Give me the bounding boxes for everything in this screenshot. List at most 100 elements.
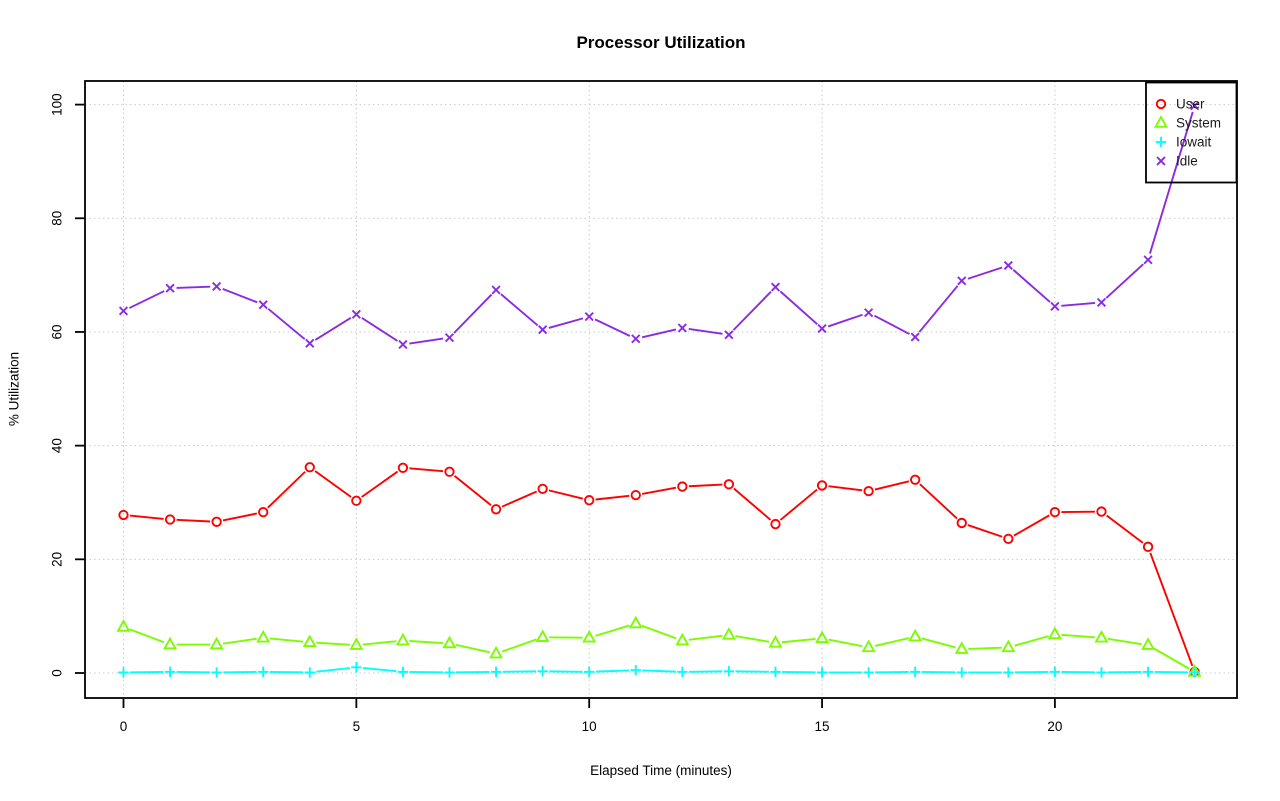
y-tick-label: 20: [50, 552, 65, 567]
marker-triangle: [721, 627, 736, 640]
series-line-system: [269, 637, 304, 643]
marker-circle: [304, 462, 315, 473]
marker-x: [1190, 101, 1200, 111]
marker-triangle: [395, 632, 410, 646]
marker-triangle: [768, 635, 783, 648]
marker-x: [398, 339, 408, 350]
series-line-idle: [918, 285, 959, 333]
marker-x: [1143, 255, 1153, 265]
series-line-user: [874, 480, 910, 491]
legend-label-iowait: Iowait: [1176, 135, 1212, 150]
marker-circle: [258, 506, 269, 518]
marker-x: [1003, 260, 1013, 271]
series-line-user: [688, 483, 723, 488]
marker-triangle: [628, 615, 643, 629]
series-line-system: [129, 628, 165, 644]
series-line-system: [1014, 635, 1049, 647]
marker-circle: [863, 485, 874, 497]
legend-label-system: System: [1176, 116, 1221, 131]
chart-title: Processor Utilization: [576, 33, 746, 52]
marker-triangle: [1141, 637, 1156, 650]
marker-triangle: [209, 636, 224, 650]
marker-x: [770, 282, 781, 292]
series-line-idle: [1061, 302, 1096, 307]
marker-x: [305, 338, 315, 348]
series-line-user: [409, 467, 444, 473]
x-tick-label: 15: [815, 719, 830, 734]
series-line-idle: [1012, 269, 1051, 303]
series-line-idle: [779, 290, 818, 325]
marker-triangle: [116, 619, 131, 632]
series-line-user: [1013, 514, 1050, 537]
marker-triangle: [256, 629, 271, 643]
marker-x: [491, 285, 501, 295]
marker-x: [1096, 297, 1107, 307]
series-line-system: [1107, 637, 1142, 646]
series-line-user: [919, 483, 958, 520]
marker-circle: [1155, 98, 1167, 110]
marker-x: [212, 281, 222, 292]
marker-circle: [1142, 541, 1154, 552]
series-line-user: [267, 471, 306, 509]
marker-circle: [397, 462, 409, 473]
marker-triangle: [302, 634, 317, 648]
marker-triangle: [908, 628, 923, 642]
x-tick-label: 5: [353, 719, 361, 734]
series-line-iowait: [362, 667, 397, 673]
series-line-system: [595, 624, 630, 637]
marker-x: [864, 308, 874, 318]
marker-x: [118, 306, 129, 316]
series-line-user: [779, 488, 818, 521]
series-line-user: [501, 490, 538, 508]
marker-triangle: [489, 645, 504, 659]
marker-triangle: [349, 637, 364, 650]
series-line-user: [176, 518, 211, 523]
series-line-idle: [688, 327, 723, 335]
plot-box: [84, 80, 1238, 699]
marker-triangle: [815, 630, 830, 644]
series-line-idle: [500, 293, 539, 327]
marker-x: [351, 309, 361, 319]
series-line-iowait: [595, 669, 630, 673]
series-line-idle: [453, 293, 493, 334]
marker-circle: [723, 479, 735, 490]
y-tick-label: 40: [50, 438, 65, 453]
marker-x: [584, 312, 594, 322]
marker-circle: [1096, 506, 1107, 517]
marker-triangle: [1001, 639, 1016, 653]
marker-circle: [211, 516, 222, 527]
y-tick-label: 0: [50, 669, 65, 677]
series-line-user: [828, 485, 863, 492]
marker-triangle: [163, 636, 178, 650]
marker-triangle: [1094, 629, 1109, 643]
marker-x: [724, 330, 734, 340]
series-line-system: [501, 638, 537, 653]
series-line-system: [968, 646, 1002, 650]
series-line-user: [595, 494, 630, 501]
marker-triangle: [861, 639, 876, 653]
series-line-system: [874, 637, 910, 647]
series-line-user: [548, 489, 584, 500]
series-line-system: [921, 637, 956, 649]
marker-circle: [584, 495, 595, 506]
marker-triangle: [954, 641, 969, 654]
marker-triangle: [1153, 115, 1169, 128]
marker-circle: [490, 504, 502, 515]
series-line-system: [1061, 633, 1096, 639]
marker-circle: [630, 489, 641, 501]
series-line-system: [222, 637, 257, 645]
series-line-system: [641, 624, 677, 640]
x-tick-label: 20: [1047, 719, 1062, 734]
marker-circle: [1049, 506, 1061, 518]
marker-x: [957, 276, 967, 286]
series-line-idle: [267, 308, 306, 340]
legend-label-idle: Idle: [1176, 154, 1198, 169]
x-tick-label: 0: [120, 719, 128, 734]
series-line-system: [455, 643, 490, 654]
series-line-iowait: [642, 669, 676, 673]
series-line-idle: [176, 285, 211, 289]
series-line-user: [129, 514, 164, 520]
series-line-system: [688, 634, 723, 641]
